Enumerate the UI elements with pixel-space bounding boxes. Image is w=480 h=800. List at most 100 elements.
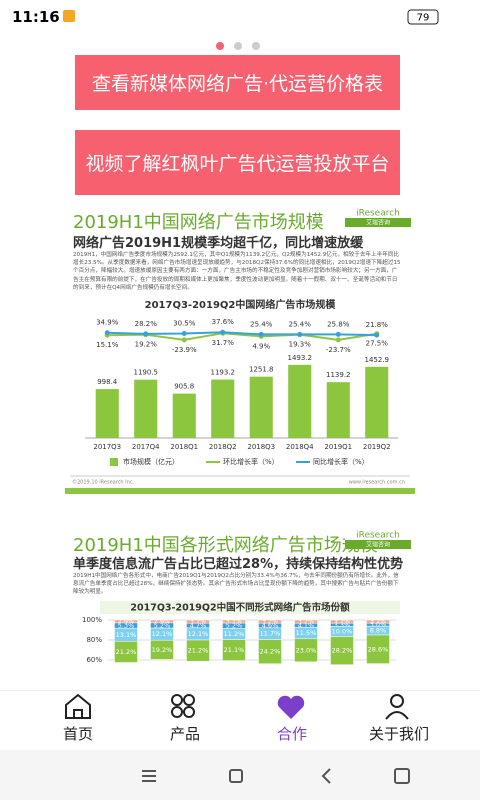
bar-label: 905.8 <box>174 383 194 391</box>
point-label: -23.7% <box>326 346 351 354</box>
segment-label: 2.9% <box>154 617 171 625</box>
segment-label: 21.1% <box>224 646 245 654</box>
tab-label[interactable]: 产品 <box>169 725 200 743</box>
segment-label: 10.0% <box>332 628 353 636</box>
point <box>258 331 264 337</box>
logo-bar <box>345 218 411 227</box>
segment-label: 4.6% <box>262 622 279 630</box>
point-label: 34.9% <box>96 319 119 327</box>
price-button[interactable]: 查看新媒体网络广告·代运营价格表 <box>75 55 400 110</box>
bar-segment <box>114 641 138 663</box>
x-tick-label: 2018Q1 <box>170 443 198 451</box>
video-button[interactable]: 视频了解红枫叶广告代运营投放平台 <box>75 130 400 195</box>
legend-label: 同比增长率（%） <box>313 457 369 466</box>
segment-label: 5.3% <box>118 622 135 630</box>
point-label: 15.1% <box>96 341 119 349</box>
point <box>335 337 341 343</box>
point <box>297 331 303 337</box>
bar <box>326 382 350 438</box>
segment-label: 3.2% <box>190 618 207 626</box>
battery-level: 79 <box>417 13 430 24</box>
segment-label: 3.2% <box>262 618 279 626</box>
system-bar <box>0 750 480 800</box>
y-tick-label: 80% <box>86 636 102 644</box>
x-tick-label: 2019Q2 <box>363 443 391 451</box>
x-tick-label: 2017Q3 <box>93 443 121 451</box>
bar <box>249 376 273 438</box>
segment-label: 3.2% <box>334 618 351 626</box>
segment-label: 3.1% <box>226 618 243 626</box>
point-label: 31.7% <box>212 339 235 347</box>
bar-label: 1493.2 <box>288 354 313 362</box>
point <box>143 331 149 337</box>
point-label: 4.9% <box>252 342 270 350</box>
segment-label: 5.2% <box>154 622 171 630</box>
battery <box>407 9 439 25</box>
x-tick-label: 2018Q4 <box>286 443 314 451</box>
dot <box>252 42 260 50</box>
home-icon <box>65 693 91 719</box>
float-key[interactable] <box>394 768 410 784</box>
segment-label: 28.6% <box>368 645 389 653</box>
menu-key[interactable] <box>142 770 156 782</box>
segment-label: 3.2% <box>370 618 387 626</box>
tab-label[interactable]: 关于我们 <box>368 725 429 743</box>
bar-segment <box>150 639 174 660</box>
tab-bar: 首页 产品 合作 关于我们 <box>0 690 480 750</box>
point <box>104 330 110 336</box>
bar-segment <box>294 638 318 663</box>
bar-label: 998.4 <box>97 378 118 386</box>
bar <box>95 389 119 438</box>
point-label: 37.6% <box>212 318 235 326</box>
point-label: 30.5% <box>173 320 196 328</box>
bar <box>172 393 196 438</box>
dot <box>216 42 224 50</box>
point <box>220 329 226 335</box>
chart-title: 2017Q3-2019Q2中国网络广告市场规模 <box>145 298 337 311</box>
point-label: 25.4% <box>250 320 273 328</box>
segment-label: 4.7% <box>190 622 207 630</box>
logo-sub: 艾瑞咨询 <box>366 219 390 227</box>
article-body: 2019H1，中国网络广告季度市场规模为2592.1亿元，其中Q1规模为1139… <box>73 252 401 291</box>
bar-segment <box>222 639 246 661</box>
app-icon <box>63 10 75 22</box>
home-key[interactable] <box>229 769 243 783</box>
legend-swatch <box>110 458 118 466</box>
segment-label: 11.5% <box>296 629 317 637</box>
segment-label: 2.9% <box>118 617 135 625</box>
segment-label: 24.2% <box>260 648 281 656</box>
bar-segment <box>258 639 282 664</box>
back-key[interactable] <box>321 768 331 784</box>
about-icon <box>385 694 409 720</box>
site: www.iresearch.com.cn <box>349 480 405 486</box>
bar <box>211 379 235 438</box>
bar-label: 1139.2 <box>326 371 351 379</box>
x-tick-label: 2019Q1 <box>324 443 352 451</box>
point-label: 25.8% <box>327 320 350 328</box>
segment-label: 23.0% <box>296 646 317 654</box>
bar-label: 1190.5 <box>134 369 159 377</box>
point-label: -23.9% <box>172 346 197 354</box>
tab-label[interactable]: 合作 <box>276 725 307 743</box>
line <box>107 331 377 337</box>
article-subtitle: 网络广告2019H1规模季均超千亿，同比增速放缓 <box>73 236 364 251</box>
x-tick-label: 2018Q2 <box>209 443 237 451</box>
segment-label: 19.2% <box>152 646 173 654</box>
bar <box>288 364 312 438</box>
segment-label: 8.8% <box>370 627 387 635</box>
point <box>181 337 187 343</box>
tab-icons <box>65 693 409 720</box>
bar-label: 1193.2 <box>211 369 236 377</box>
segment-label: 21.2% <box>188 647 209 655</box>
segment-label: 12.1% <box>152 630 173 638</box>
point <box>335 331 341 337</box>
tab-label[interactable]: 首页 <box>62 725 93 743</box>
segment-label: 3.0% <box>370 621 387 629</box>
logo: iResearch <box>356 531 400 541</box>
bar-segment <box>186 639 210 662</box>
status-time: 11:16 <box>12 8 60 26</box>
x-tick-label: 2018Q3 <box>247 443 275 451</box>
segment-label: 3.2% <box>298 618 315 626</box>
article-body: 2019H1中国网络广告各形式中，电商广告2019Q1与2019Q2占比分别为3… <box>73 573 399 596</box>
